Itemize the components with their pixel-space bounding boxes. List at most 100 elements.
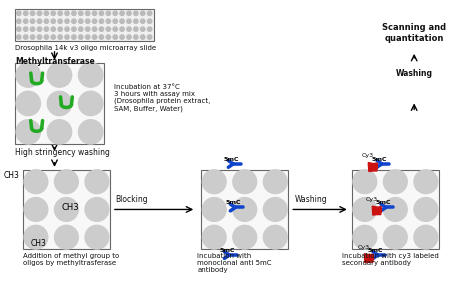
Circle shape: [16, 120, 40, 144]
Circle shape: [141, 11, 145, 15]
Circle shape: [233, 225, 256, 249]
Text: 5mC: 5mC: [368, 248, 383, 253]
Circle shape: [24, 35, 28, 39]
Circle shape: [85, 19, 90, 23]
Circle shape: [92, 19, 97, 23]
Circle shape: [99, 11, 104, 15]
Circle shape: [141, 19, 145, 23]
Circle shape: [58, 11, 62, 15]
Circle shape: [106, 35, 110, 39]
Circle shape: [134, 19, 138, 23]
Bar: [23, 170, 110, 249]
Circle shape: [383, 170, 407, 194]
Circle shape: [79, 27, 83, 31]
Text: Cy3: Cy3: [358, 245, 370, 250]
Circle shape: [85, 35, 90, 39]
Circle shape: [127, 11, 131, 15]
Text: Scanning and
quantitation: Scanning and quantitation: [382, 23, 446, 43]
Text: CH3: CH3: [4, 171, 20, 180]
Circle shape: [65, 11, 69, 15]
Circle shape: [44, 27, 48, 31]
Circle shape: [264, 198, 287, 221]
Text: 5mC: 5mC: [223, 157, 239, 162]
Text: Incubation with cy3 labeled
secondary antibody: Incubation with cy3 labeled secondary an…: [342, 253, 438, 266]
Text: Addition of methyl group to
oligos by methyltrasferase: Addition of methyl group to oligos by me…: [23, 253, 119, 266]
Text: Incubation at 37°C
3 hours with assay mix
(Drosophila protein extract,
SAM, Buff: Incubation at 37°C 3 hours with assay mi…: [114, 84, 210, 112]
Bar: [15, 9, 154, 41]
Circle shape: [30, 19, 35, 23]
Text: Incubation with
monoclonal anti 5mC
antibody: Incubation with monoclonal anti 5mC anti…: [197, 253, 272, 273]
Circle shape: [233, 198, 256, 221]
Circle shape: [30, 11, 35, 15]
Circle shape: [264, 225, 287, 249]
Circle shape: [51, 27, 55, 31]
Circle shape: [79, 91, 103, 116]
Circle shape: [414, 170, 438, 194]
Text: CH3: CH3: [31, 239, 46, 248]
Circle shape: [99, 27, 104, 31]
Circle shape: [147, 27, 152, 31]
Polygon shape: [372, 206, 382, 215]
Circle shape: [113, 35, 118, 39]
Circle shape: [120, 27, 124, 31]
Circle shape: [47, 63, 72, 87]
Circle shape: [55, 198, 78, 221]
Circle shape: [58, 19, 62, 23]
Circle shape: [92, 35, 97, 39]
Circle shape: [79, 120, 103, 144]
Circle shape: [127, 35, 131, 39]
Circle shape: [85, 198, 109, 221]
Text: Blocking: Blocking: [115, 195, 147, 204]
Circle shape: [85, 170, 109, 194]
Text: Methyltransferase: Methyltransferase: [15, 57, 95, 66]
Circle shape: [85, 11, 90, 15]
Circle shape: [202, 198, 226, 221]
Circle shape: [72, 19, 76, 23]
Circle shape: [120, 11, 124, 15]
Text: 5mC: 5mC: [219, 248, 235, 253]
Circle shape: [147, 19, 152, 23]
Circle shape: [16, 63, 40, 87]
Circle shape: [134, 27, 138, 31]
Circle shape: [202, 225, 226, 249]
Circle shape: [120, 19, 124, 23]
Circle shape: [44, 11, 48, 15]
Text: Washing: Washing: [396, 69, 433, 78]
Circle shape: [79, 19, 83, 23]
Circle shape: [24, 198, 48, 221]
Circle shape: [79, 63, 103, 87]
Circle shape: [37, 11, 42, 15]
Polygon shape: [368, 162, 377, 171]
Circle shape: [353, 170, 377, 194]
Circle shape: [72, 11, 76, 15]
Circle shape: [37, 35, 42, 39]
Circle shape: [120, 35, 124, 39]
Circle shape: [17, 11, 21, 15]
Bar: [15, 63, 104, 144]
Circle shape: [141, 35, 145, 39]
Circle shape: [51, 11, 55, 15]
Circle shape: [44, 19, 48, 23]
Circle shape: [92, 27, 97, 31]
Circle shape: [92, 11, 97, 15]
Circle shape: [79, 11, 83, 15]
Circle shape: [24, 225, 48, 249]
Text: 5mC: 5mC: [372, 157, 387, 162]
Circle shape: [147, 11, 152, 15]
Circle shape: [141, 27, 145, 31]
Circle shape: [58, 27, 62, 31]
Circle shape: [414, 198, 438, 221]
Circle shape: [72, 27, 76, 31]
Circle shape: [106, 27, 110, 31]
Circle shape: [47, 91, 72, 116]
Circle shape: [58, 35, 62, 39]
Circle shape: [24, 19, 28, 23]
Circle shape: [113, 19, 118, 23]
Circle shape: [65, 35, 69, 39]
Text: Washing: Washing: [294, 195, 327, 204]
Circle shape: [127, 27, 131, 31]
Circle shape: [65, 27, 69, 31]
Polygon shape: [365, 254, 374, 263]
Circle shape: [134, 11, 138, 15]
Text: Drosophila 14k v3 oligo microarray slide: Drosophila 14k v3 oligo microarray slide: [15, 45, 156, 51]
